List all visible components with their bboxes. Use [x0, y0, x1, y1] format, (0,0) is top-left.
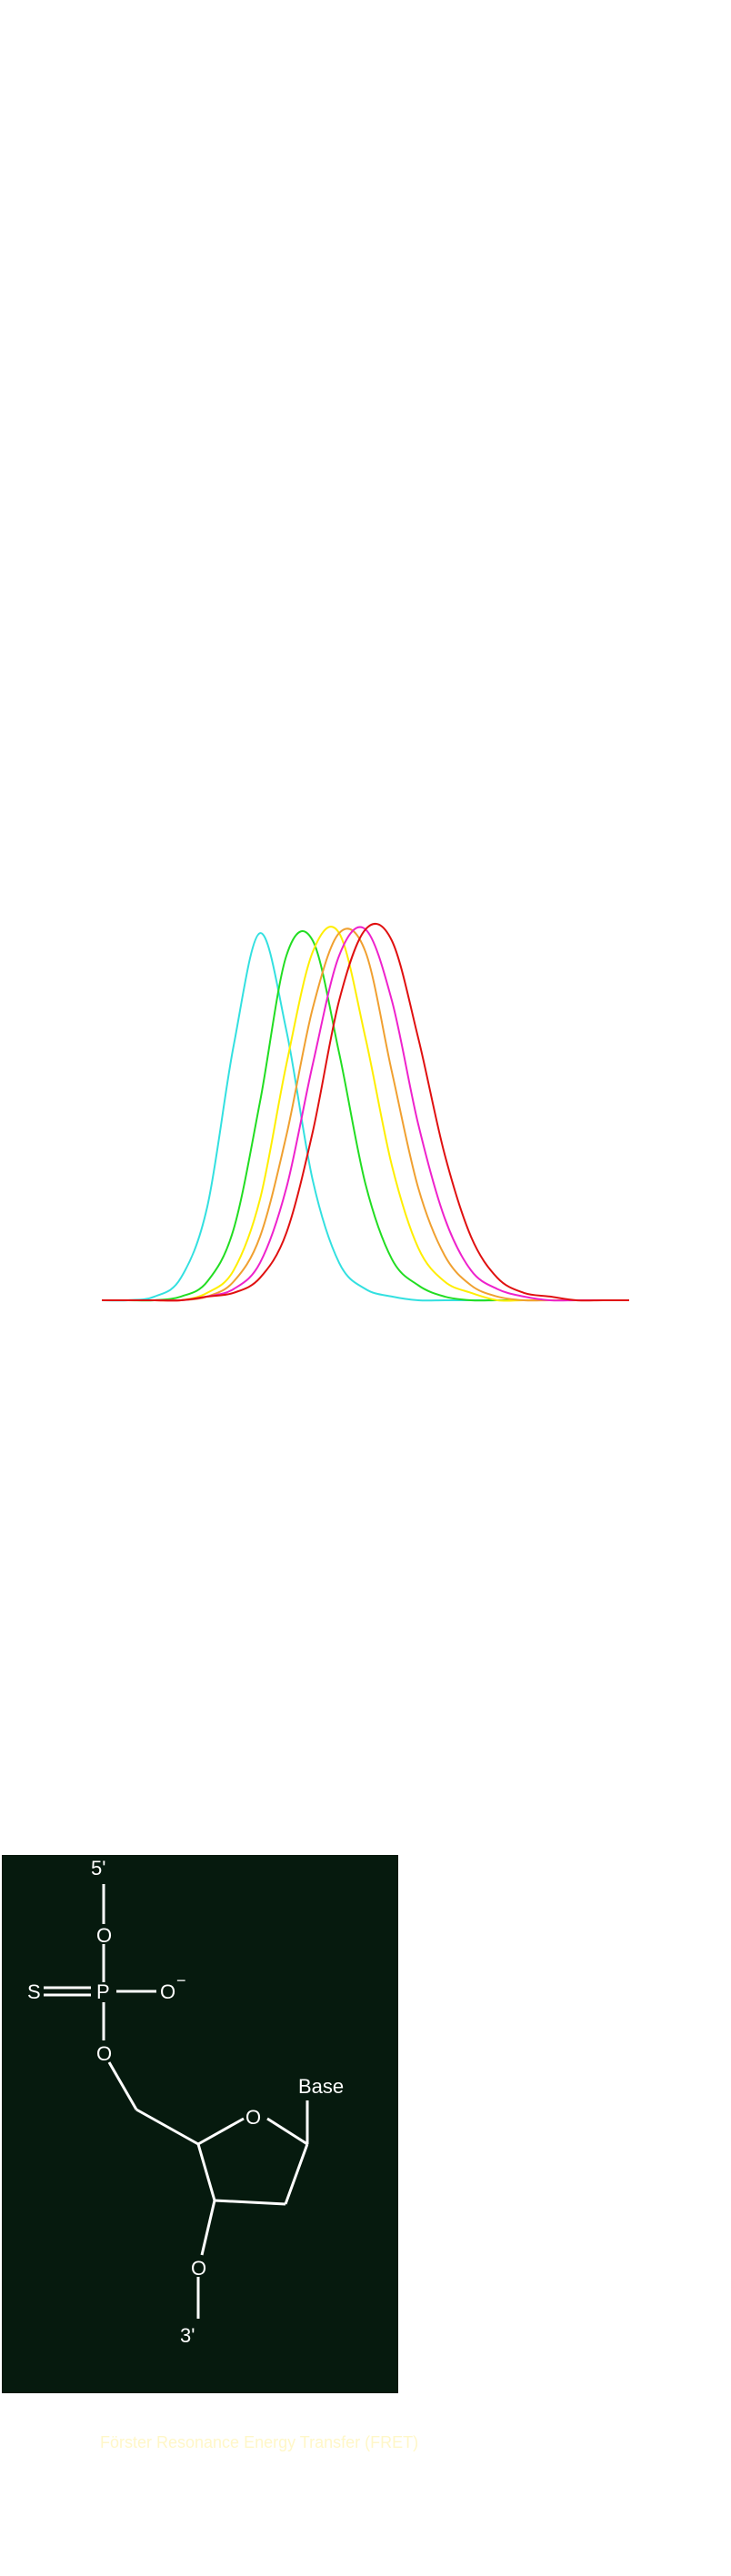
three-prime-label: 3'	[180, 2324, 195, 2347]
phosphorothioate-structure-diagram: 5' O S P O − O O Base O 3'	[27, 1857, 344, 2347]
spectrum-line-1	[101, 932, 629, 1302]
oxygen-top-label: O	[96, 1924, 112, 1947]
ring-oxygen-label: O	[245, 2106, 261, 2129]
spectrum-line-3	[102, 926, 629, 1302]
bond-c3-c4	[196, 2143, 216, 2201]
oxygen-3prime-label: O	[191, 2257, 206, 2280]
nucleotide-structure-panel: 5' O S P O − O O Base O 3'	[2, 1855, 398, 2393]
sulfur-label: S	[27, 1980, 41, 2003]
oxygen-anion-label: O	[160, 1980, 175, 2003]
bond-o-ch2	[107, 2061, 138, 2110]
spectra-lines	[101, 922, 629, 1302]
spectrum-line-4	[102, 927, 629, 1302]
oxygen-bridge-label: O	[96, 2042, 112, 2065]
spectrum-line-6	[102, 922, 629, 1302]
emission-spectra-chart	[101, 922, 629, 1302]
minus-sign-label: −	[176, 1971, 186, 1990]
spectrum-line-2	[102, 930, 629, 1302]
bond-c1-c2	[284, 2143, 309, 2205]
bond-ring-o-c1	[266, 2117, 308, 2146]
bond-c4-ring-o	[197, 2117, 245, 2146]
spectrum-line-5	[102, 926, 629, 1302]
bond-c3-o3	[200, 2200, 216, 2256]
base-label: Base	[298, 2075, 344, 2098]
five-prime-label: 5'	[91, 1857, 105, 1879]
bond-ch2-c4	[135, 2108, 199, 2146]
phosphorus-label: P	[96, 1980, 110, 2003]
bond-c2-c3	[214, 2199, 286, 2206]
fret-caption: Förster Resonance Energy Transfer (FRET)	[100, 2433, 419, 2451]
